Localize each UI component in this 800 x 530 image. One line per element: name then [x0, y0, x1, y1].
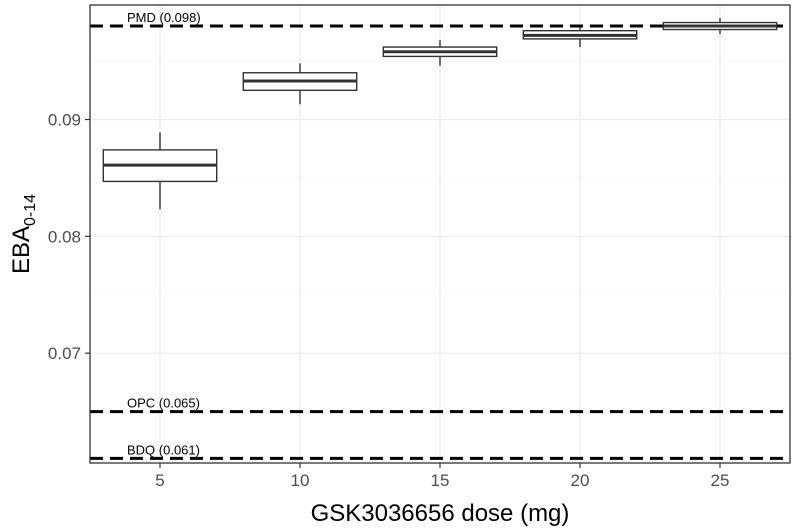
x-tick-label: 15 — [431, 471, 450, 490]
y-tick-label: 0.07 — [48, 344, 81, 363]
x-tick-label: 5 — [155, 471, 164, 490]
x-tick-label: 10 — [291, 471, 310, 490]
reference-label-pmd: PMD (0.098) — [127, 10, 201, 25]
y-axis-title-main: EBA — [8, 226, 35, 274]
y-axis-title: EBA0-14 — [8, 194, 39, 274]
reference-label-opc: OPC (0.065) — [127, 396, 200, 411]
x-axis: 5 10 15 20 25 — [155, 463, 729, 490]
box-dose-20 — [522, 27, 638, 48]
y-tick-label: 0.09 — [48, 111, 81, 130]
reference-label-bdq: BDQ (0.061) — [127, 442, 200, 457]
y-axis-title-subscript: 0-14 — [22, 194, 39, 226]
x-tick-label: 20 — [571, 471, 590, 490]
y-axis: 0.07 0.08 0.09 — [48, 111, 90, 363]
x-axis-title: GSK3036656 dose (mg) — [311, 500, 570, 527]
x-tick-label: 25 — [711, 471, 730, 490]
box-dose-5 — [102, 132, 218, 210]
box-dose-15 — [382, 40, 498, 66]
grid-lines — [90, 5, 790, 463]
box-dose-10 — [242, 63, 358, 105]
box-dose-25 — [662, 17, 778, 35]
y-tick-label: 0.08 — [48, 227, 81, 246]
box-series — [102, 17, 778, 210]
